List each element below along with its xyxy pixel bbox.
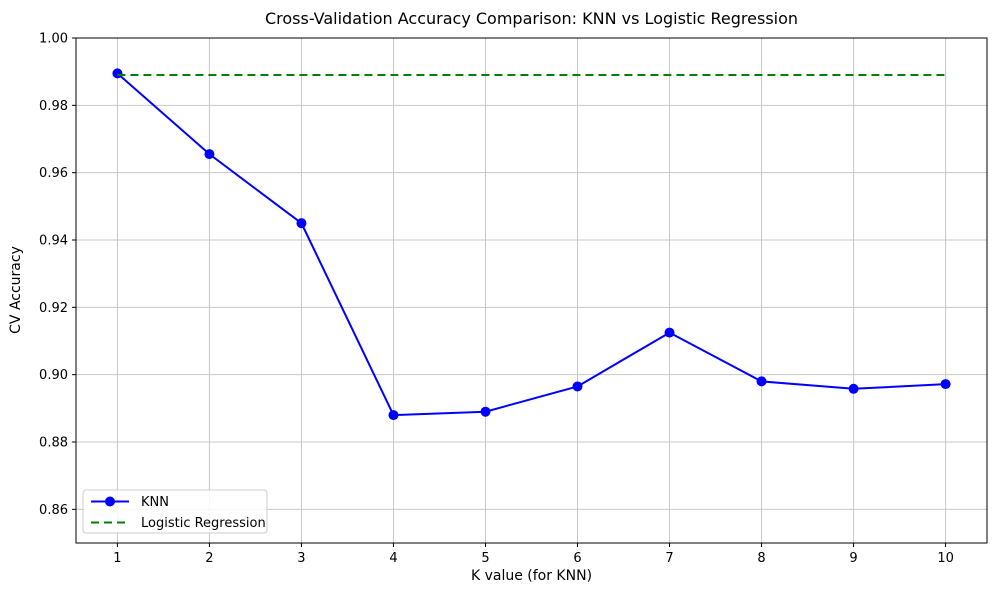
x-tick-label: 7 xyxy=(665,551,673,566)
y-tick-label: 0.86 xyxy=(39,503,68,518)
knn-marker xyxy=(204,149,215,160)
knn-marker xyxy=(940,379,951,390)
y-tick-label: 0.92 xyxy=(39,301,68,316)
y-tick-label: 0.96 xyxy=(39,166,68,181)
x-tick-label: 2 xyxy=(205,551,213,566)
knn-marker xyxy=(296,218,307,229)
y-tick-label: 0.90 xyxy=(39,368,68,383)
x-tick-label: 9 xyxy=(849,551,857,566)
chart-title: Cross-Validation Accuracy Comparison: KN… xyxy=(264,9,799,28)
x-tick-label: 10 xyxy=(937,551,954,566)
knn-marker xyxy=(480,406,491,417)
x-tick-label: 6 xyxy=(573,551,581,566)
y-tick-label: 0.94 xyxy=(39,234,68,249)
y-tick-label: 0.98 xyxy=(39,99,68,114)
knn-marker xyxy=(388,410,399,421)
x-tick-label: 3 xyxy=(297,551,305,566)
legend-label-logistic-regression: Logistic Regression xyxy=(141,516,266,531)
knn-marker xyxy=(756,376,767,387)
knn-marker xyxy=(572,381,583,392)
knn-marker xyxy=(112,68,123,79)
y-tick-label: 1.00 xyxy=(39,32,68,47)
y-tick-label: 0.88 xyxy=(39,436,68,451)
x-tick-label: 5 xyxy=(481,551,489,566)
legend-label-knn: KNN xyxy=(141,495,169,510)
knn-marker xyxy=(848,383,859,394)
x-tick-label: 4 xyxy=(389,551,397,566)
x-tick-label: 8 xyxy=(757,551,765,566)
legend-marker-knn xyxy=(105,496,115,507)
x-axis-label: K value (for KNN) xyxy=(470,568,593,584)
x-tick-label: 1 xyxy=(113,551,121,566)
plot-border xyxy=(75,37,988,544)
knn-line xyxy=(116,72,946,417)
knn-marker xyxy=(664,327,675,338)
